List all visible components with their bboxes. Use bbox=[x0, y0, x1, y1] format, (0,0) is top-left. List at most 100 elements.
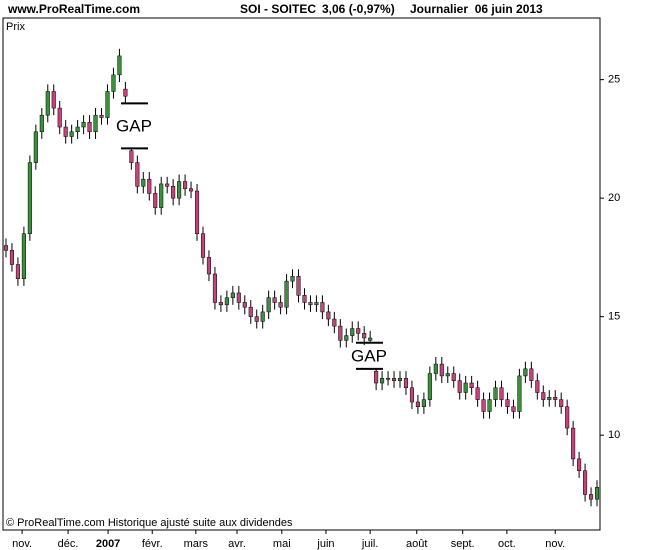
candle-body bbox=[21, 233, 26, 279]
candle-body bbox=[212, 273, 217, 303]
candle-body bbox=[541, 392, 546, 400]
candle-body bbox=[63, 126, 68, 137]
candle-body bbox=[284, 280, 289, 308]
candle-body bbox=[230, 292, 235, 298]
candle-body bbox=[123, 88, 128, 97]
candle-body bbox=[451, 373, 456, 381]
candle-body bbox=[135, 162, 140, 187]
candle-body bbox=[218, 302, 223, 306]
candle-body bbox=[350, 328, 355, 336]
candle-body bbox=[505, 399, 510, 407]
candle-body bbox=[242, 302, 247, 308]
candle-body bbox=[105, 91, 110, 118]
candle-body bbox=[439, 363, 444, 377]
y-tick-label: 20 bbox=[608, 192, 620, 204]
candle-body bbox=[517, 375, 522, 412]
y-tick-label: 10 bbox=[608, 429, 620, 441]
candle-body bbox=[475, 387, 480, 400]
candle-body bbox=[523, 368, 528, 377]
gap-label: GAP bbox=[116, 116, 152, 135]
candle-body bbox=[386, 378, 391, 380]
candle-body bbox=[45, 91, 50, 116]
candle-body bbox=[111, 74, 116, 92]
candle-body bbox=[433, 363, 438, 374]
candle-body bbox=[362, 333, 367, 339]
x-tick-label: nov. bbox=[545, 538, 565, 550]
candle-body bbox=[403, 378, 409, 389]
candle-body bbox=[254, 316, 259, 322]
candle-body bbox=[559, 399, 564, 407]
candle-body bbox=[463, 382, 468, 393]
candle-body bbox=[547, 397, 552, 400]
candle-body bbox=[224, 297, 229, 306]
plot-frame bbox=[2, 17, 601, 531]
candle-body bbox=[39, 114, 44, 133]
x-tick-label: juil. bbox=[361, 538, 379, 550]
candle-body bbox=[147, 178, 152, 194]
candle-body bbox=[117, 55, 122, 76]
candle-body bbox=[69, 131, 74, 137]
candle-body bbox=[51, 91, 56, 109]
candle-body bbox=[206, 257, 212, 275]
candle-body bbox=[177, 181, 182, 199]
candle-body bbox=[583, 470, 588, 495]
candle-body bbox=[535, 380, 540, 393]
candle-body bbox=[278, 302, 283, 308]
x-tick-label: mars bbox=[184, 538, 209, 550]
candle-body bbox=[183, 181, 188, 189]
gap-label: GAP bbox=[351, 346, 387, 365]
candle-body bbox=[93, 114, 98, 133]
candle-body bbox=[565, 406, 570, 429]
candle-body bbox=[397, 378, 403, 381]
site: www.ProRealTime.com bbox=[7, 2, 140, 16]
candle-body bbox=[200, 233, 206, 258]
candle-body bbox=[338, 325, 343, 341]
candle-body bbox=[493, 387, 498, 400]
period: Journalier 06 juin 2013 bbox=[410, 2, 543, 16]
candle-body bbox=[344, 335, 349, 341]
candle-body bbox=[296, 276, 301, 296]
candle-body bbox=[374, 370, 379, 384]
candle-body bbox=[481, 399, 486, 412]
candle-body bbox=[415, 401, 420, 407]
x-tick-label: juin bbox=[316, 538, 334, 550]
candle-body bbox=[589, 494, 594, 500]
candle-body bbox=[75, 126, 80, 133]
candle-body bbox=[57, 107, 62, 128]
candle-body bbox=[445, 373, 450, 377]
x-tick-label: févr. bbox=[142, 538, 163, 550]
candle-body bbox=[571, 427, 576, 460]
candle-body bbox=[594, 487, 600, 500]
x-tick-label: août bbox=[406, 538, 427, 550]
candle-body bbox=[129, 150, 134, 163]
candle-body bbox=[33, 131, 38, 163]
candle-body bbox=[380, 378, 385, 384]
candle-body bbox=[409, 387, 414, 403]
candle-body bbox=[553, 397, 558, 400]
candle-body bbox=[302, 295, 307, 303]
candle-body bbox=[511, 406, 516, 412]
candle-body bbox=[427, 373, 432, 400]
candle-body bbox=[529, 368, 534, 381]
x-tick-label: avr. bbox=[228, 538, 246, 550]
candle-body bbox=[81, 122, 86, 128]
x-tick-label: déc. bbox=[58, 538, 79, 550]
candle-body bbox=[141, 178, 146, 187]
candle-body bbox=[469, 382, 474, 389]
candle-body bbox=[308, 302, 313, 306]
candle-body bbox=[266, 297, 271, 313]
candle-body bbox=[391, 378, 397, 381]
candle-body bbox=[487, 399, 492, 412]
candle-body bbox=[290, 276, 295, 282]
candle-body bbox=[320, 302, 325, 313]
candle-body bbox=[15, 264, 20, 279]
x-tick-label: mai bbox=[273, 538, 291, 550]
candle-body bbox=[272, 297, 277, 303]
symbol: SOI - SOITEC bbox=[240, 2, 316, 16]
candle-body bbox=[99, 114, 104, 118]
candle-body bbox=[189, 188, 194, 192]
candle-body bbox=[421, 399, 426, 407]
candle-body bbox=[248, 306, 253, 317]
candle-body bbox=[3, 245, 9, 251]
